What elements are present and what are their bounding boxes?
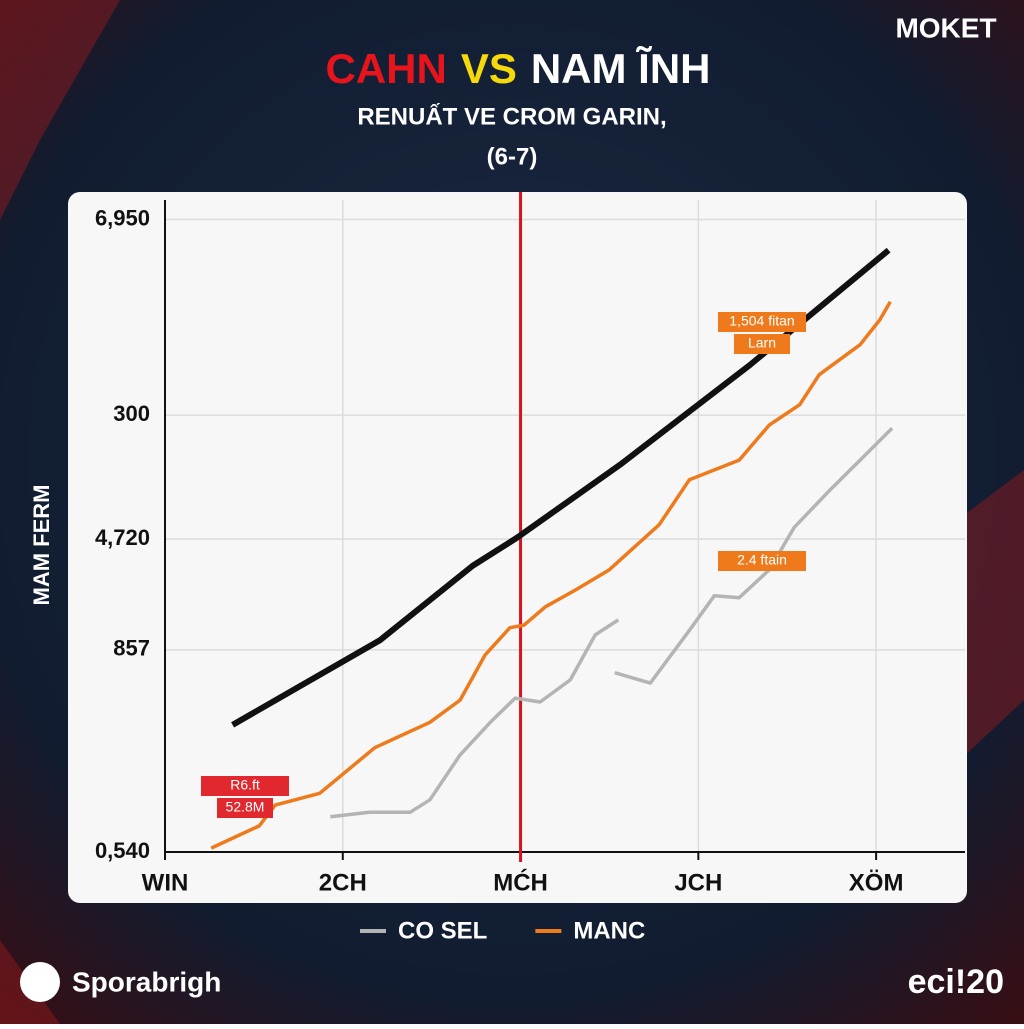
annotation-box (718, 551, 806, 571)
series-line (210, 300, 892, 850)
x-tick-label: WIN (142, 869, 189, 896)
footer-left: Sporabrigh (72, 966, 221, 997)
y-tick-label: 0,540 (95, 838, 150, 863)
y-tick-label: 4,720 (95, 525, 150, 550)
y-tick-label: 6,950 (95, 205, 150, 230)
footer-logo (20, 962, 60, 1002)
y-tick-label: 857 (113, 636, 150, 661)
annotation-box (201, 776, 289, 796)
annotation-box (718, 312, 806, 332)
annotation-box (217, 798, 273, 818)
title-part: VS (461, 45, 517, 92)
annotation-text: 52.8M (226, 799, 265, 815)
y-axis-label: MAM FERM (29, 485, 54, 606)
title-part: NAM ĨNH (531, 45, 711, 92)
x-tick-label: MĆH (493, 868, 548, 896)
series-line (231, 247, 891, 728)
brand: MOKET (895, 12, 996, 43)
subtitle: (6-7) (487, 143, 538, 170)
chart-title: CAHN VS NAM ĨNH (325, 45, 710, 92)
x-tick-label: 2CH (319, 869, 367, 896)
annotation-text: Larn (748, 335, 776, 351)
annotation-text: R6.ft (230, 777, 260, 793)
plot: 0,540 857 4,720 300 6,950 WIN 2CH MĆH JCH XÖM 1,50… (95, 192, 965, 896)
subtitle: RENUẤT VE CROM GARIN, (357, 102, 666, 130)
x-tick-label: XÖM (849, 869, 904, 896)
annotation-text: 1,504 fitan (729, 313, 794, 329)
y-tick-label: 300 (113, 401, 150, 426)
title-part: CAHN (325, 45, 446, 92)
legend-label: CO SEL (398, 917, 487, 944)
annotation-box (734, 334, 790, 354)
x-tick-label: JCH (674, 869, 722, 896)
series-line (330, 426, 894, 819)
legend-label: MANC (573, 917, 645, 944)
footer-right: eci!20 (908, 963, 1004, 1001)
annotation-text: 2.4 ftain (737, 552, 787, 568)
